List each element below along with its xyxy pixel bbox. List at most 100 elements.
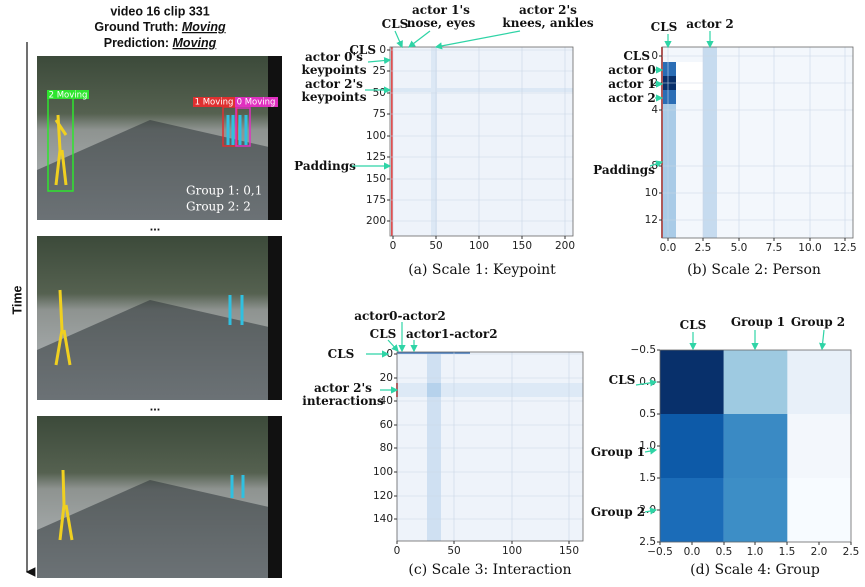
heatmap-cell — [723, 350, 788, 415]
annotation-line: CLS — [382, 17, 409, 31]
annotation: Group 1 — [731, 315, 785, 329]
heatmap-cell — [723, 414, 788, 479]
group-label: Group 2: 2 — [186, 200, 251, 214]
x-tick-label: 150 — [559, 545, 579, 557]
y-tick-label: −0.5 — [631, 344, 657, 356]
annotation-arrow — [408, 30, 431, 48]
ellipsis: ... — [150, 399, 160, 413]
y-tick-label: 10 — [645, 187, 658, 199]
annotation-line: actor1-actor2 — [406, 327, 498, 341]
heatmap-bg — [390, 47, 573, 236]
x-tick-label: 50 — [447, 545, 460, 557]
annotation: CLS — [623, 49, 650, 63]
y-tick-label: 20 — [380, 372, 393, 384]
x-tick-label: 10.0 — [798, 242, 821, 254]
y-tick-label: 0 — [386, 348, 393, 360]
annotation: actor 2's interactions — [302, 381, 384, 408]
annotation-line: knees, ankles — [502, 16, 593, 30]
annotation-line: interactions — [302, 394, 384, 408]
heatmap-frame — [389, 46, 574, 237]
x-tick-label: 100 — [469, 240, 489, 252]
heatmap-cell — [787, 414, 852, 479]
x-tick-label: 5.0 — [731, 242, 748, 254]
caption: (a) Scale 1: Keypoint — [408, 262, 556, 278]
heatmap-col — [662, 62, 676, 238]
y-tick-label: 2.5 — [639, 536, 656, 548]
heatmap-band — [397, 383, 583, 397]
heatmap-panel: 0 50 100 150 2000255075100125150175200CLSact… — [294, 3, 594, 279]
caption: (d) Scale 4: Group — [690, 562, 820, 578]
x-tick-label: 2.5 — [695, 242, 712, 254]
y-tick-label: 12 — [645, 214, 658, 226]
x-tick-label: −0.5 — [647, 546, 673, 558]
video-title: video 16 clip 331 — [110, 4, 209, 18]
x-tick-label: 2.5 — [843, 546, 860, 558]
annotation: CLS — [349, 43, 376, 57]
x-tick-label: 7.5 — [766, 242, 783, 254]
annotation: actor 1 — [608, 77, 655, 91]
annotation: actor0-actor2 — [354, 309, 446, 323]
annotation: CLS — [680, 318, 707, 332]
frame — [37, 416, 282, 578]
annotation: actor 0's keypoints — [302, 50, 367, 77]
y-tick-label: 200 — [366, 215, 386, 227]
annotation-line: CLS — [609, 373, 636, 387]
heatmap-cell — [787, 350, 852, 415]
annotation: Group 1 — [591, 445, 645, 459]
annotation-arrow — [819, 329, 827, 351]
annotation-line: actor 0's — [305, 50, 363, 64]
y-tick-label: 0 — [379, 44, 386, 56]
annotation-line: CLS — [651, 20, 678, 34]
x-tick-label: 0.0 — [660, 242, 677, 254]
annotation-arrow — [644, 447, 658, 455]
y-tick-label: 25 — [373, 65, 386, 77]
annotation-line: CLS — [349, 43, 376, 57]
y-tick-label: 0.5 — [639, 408, 656, 420]
heatmap-cell — [662, 90, 676, 104]
annotation: actor1-actor2 — [406, 327, 498, 341]
prediction-value: Moving — [173, 36, 217, 50]
annotation-line: keypoints — [302, 63, 367, 77]
annotation: actor 2 — [686, 17, 733, 31]
annotation-line: CLS — [680, 318, 707, 332]
annotation-line: actor 2's — [314, 381, 372, 395]
annotation-line: actor 2 — [686, 17, 733, 31]
y-tick-label: 1.5 — [639, 472, 656, 484]
annotation-line: keypoints — [302, 90, 367, 104]
heatmap-bg — [397, 352, 583, 541]
prediction-label: Prediction: — [104, 36, 169, 50]
y-tick-label: 100 — [373, 466, 393, 478]
y-tick-label: 75 — [373, 108, 386, 120]
annotation-line: actor0-actor2 — [354, 309, 446, 323]
box-label: 1 Moving — [195, 98, 234, 108]
annotation-line: actor 2's — [519, 3, 577, 17]
annotation-line: nose, eyes — [407, 16, 476, 30]
ground-truth-value: Moving — [182, 20, 226, 34]
y-tick-label: 100 — [366, 130, 386, 142]
y-tick-label: 125 — [366, 151, 386, 163]
annotation: CLS — [382, 17, 409, 31]
time-label: Time — [10, 285, 24, 314]
annotation: Group 2 — [591, 505, 645, 519]
y-tick-label: 2 — [651, 77, 658, 89]
annotation: CLS — [328, 347, 355, 361]
annotation-arrow — [635, 379, 658, 387]
heatmap-col — [703, 47, 717, 238]
annotation-line: CLS — [370, 327, 397, 341]
x-tick-label: 0 — [390, 240, 397, 252]
heatmap-panel: 0.0 2.5 5.0 7.5 10.0 12.5 0 2 4 8 10 12 CLS actor 2 CL… — [593, 17, 857, 279]
annotation-arrow — [649, 160, 664, 168]
caption: (c) Scale 3: Interaction — [408, 562, 571, 578]
heatmap-cell — [676, 62, 703, 90]
heatmap-panel: −0.5 0.0 0.5 1.0 1.5 2.0 2.5−0.50.00.51.01.52.… — [591, 315, 859, 579]
annotation-line: Group 1 — [731, 315, 785, 329]
heatmap-cell — [787, 478, 852, 543]
annotation-line: Group 2 — [591, 505, 645, 519]
frames: 2 Moving 1 Moving 0 Moving Group 1: 0,1 … — [37, 56, 282, 578]
annotation-line: actor 2 — [608, 91, 655, 105]
annotation: Paddings — [593, 163, 655, 177]
heatmap-band — [390, 88, 573, 92]
annotation: actor 1's nose, eyes — [407, 3, 476, 30]
x-tick-label: 2.0 — [811, 546, 828, 558]
